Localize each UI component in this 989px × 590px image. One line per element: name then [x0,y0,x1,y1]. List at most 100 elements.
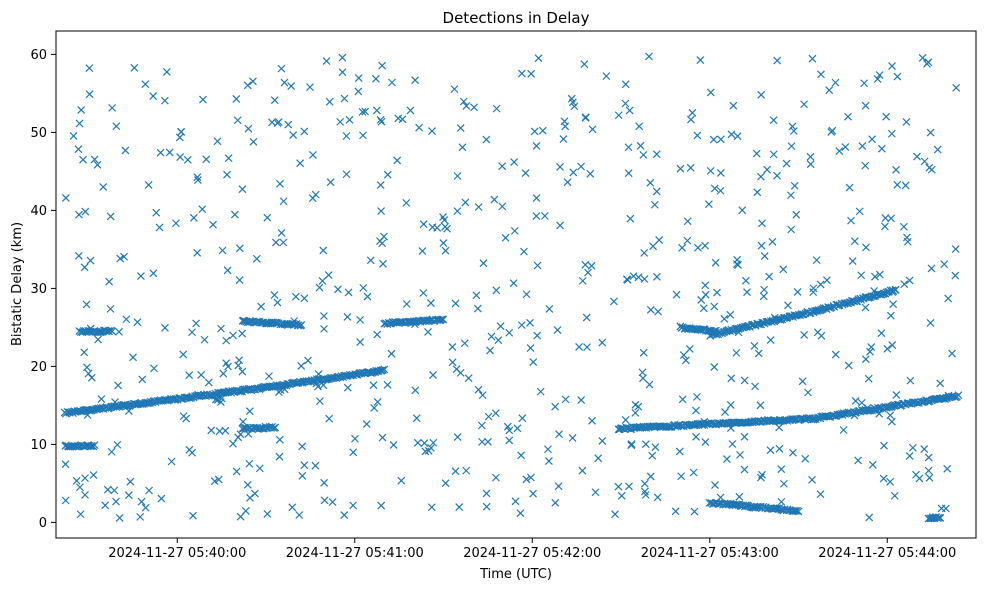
detection-marker [588,416,596,425]
detection-marker [479,259,488,268]
detection-marker [887,214,896,223]
detection-marker [641,490,650,499]
detection-marker [324,271,333,280]
detection-marker [875,71,884,79]
detection-marker [655,236,664,244]
detection-marker [498,162,507,171]
detection-marker [157,494,166,503]
detection-marker [427,503,436,512]
detection-marker [741,501,750,510]
detection-marker [544,457,553,465]
detection-marker [609,297,618,306]
detection-marker [624,169,633,178]
detection-marker [793,506,801,515]
detection-marker [788,448,797,457]
x-tick-label: 2024-11-27 05:44:00 [818,546,956,561]
detection-marker [427,299,435,308]
detection-marker [563,178,572,187]
detection-marker [645,380,654,389]
detection-marker [581,260,590,269]
detection-marker [940,260,949,269]
detection-marker [845,183,854,192]
detection-marker [736,450,744,459]
detection-marker [152,208,161,217]
detection-marker [87,442,96,450]
detection-marker [854,456,863,465]
y-tick-label: 30 [30,282,47,297]
detection-marker [378,433,387,442]
detection-marker [569,168,578,177]
detection-marker [639,374,647,383]
detection-marker [185,445,194,454]
detection-marker [560,117,569,126]
detection-marker [509,279,518,288]
detection-marker [753,188,762,197]
detection-marker [246,493,254,502]
detection-marker [248,77,257,86]
detection-marker [116,254,125,263]
detection-marker [491,409,500,418]
detection-marker [640,248,649,257]
detection-marker [648,451,657,460]
detection-marker [758,219,766,228]
chart-title: Detections in Delay [443,9,590,27]
detection-marker [851,397,860,405]
detection-marker [325,97,334,106]
detection-marker [343,313,352,321]
detection-marker [217,324,225,333]
detection-marker [429,371,437,379]
y-tick-label: 10 [30,438,47,453]
x-tick-label: 2024-11-27 05:43:00 [641,546,779,561]
detection-marker [138,375,147,384]
detection-marker [115,513,124,522]
detection-marker [235,356,244,365]
detection-marker [440,216,449,224]
detection-marker [722,455,731,464]
detection-marker [732,500,741,509]
detection-marker [527,69,536,78]
detection-marker [882,112,891,121]
x-tick-label: 2024-11-27 05:42:00 [463,546,601,561]
detection-marker [69,132,78,140]
detection-marker [380,365,389,374]
detection-marker [238,185,247,194]
detection-marker [787,142,796,151]
detection-marker [389,440,398,449]
detection-marker [245,459,254,468]
detection-marker [472,291,481,300]
detection-marker [370,404,379,412]
detection-marker [581,113,590,122]
detection-marker [308,194,317,203]
detection-marker [676,164,685,173]
detection-marker [808,475,816,484]
detection-marker [349,448,358,457]
detection-marker [193,173,202,182]
detection-marker [699,304,708,313]
detection-marker [683,217,692,226]
detection-marker [944,294,953,303]
detection-marker [193,176,202,185]
detection-marker [107,447,116,456]
detection-marker [639,150,648,159]
detection-marker [453,207,462,216]
detection-marker [103,485,112,494]
detection-marker [773,56,782,65]
detection-marker [145,486,153,495]
detection-marker [769,150,778,159]
x-axis-label: Time (UTC) [479,567,552,582]
detection-marker [280,78,289,87]
detection-marker [273,298,282,307]
detection-marker [492,104,501,113]
detection-marker [857,271,866,280]
detection-marker [424,328,432,336]
detection-marker [232,94,241,103]
detection-marker [743,322,752,331]
detection-marker [340,511,349,520]
detection-marker [685,344,694,353]
detection-marker [868,460,877,469]
detection-marker [775,423,784,432]
detection-marker [903,233,911,242]
detection-marker [86,256,95,265]
detection-marker [263,509,272,518]
detection-marker [419,289,428,297]
